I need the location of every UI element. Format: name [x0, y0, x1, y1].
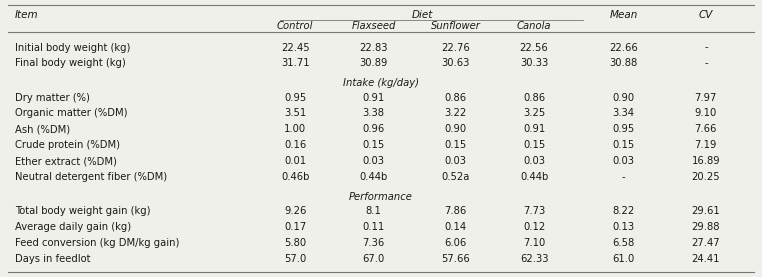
Text: Initial body weight (kg): Initial body weight (kg)	[15, 43, 130, 53]
Text: Control: Control	[277, 21, 313, 31]
Text: 7.66: 7.66	[695, 124, 717, 134]
Text: 22.83: 22.83	[359, 43, 388, 53]
Text: 22.56: 22.56	[520, 43, 549, 53]
Text: 0.03: 0.03	[445, 156, 466, 166]
Text: 30.33: 30.33	[520, 58, 548, 68]
Text: Sunflower: Sunflower	[431, 21, 481, 31]
Text: 8.1: 8.1	[366, 206, 382, 216]
Text: 0.91: 0.91	[523, 124, 545, 134]
Text: Organic matter (%DM): Organic matter (%DM)	[15, 108, 127, 119]
Text: 0.03: 0.03	[363, 156, 385, 166]
Text: 0.44b: 0.44b	[360, 172, 388, 182]
Text: 5.80: 5.80	[284, 238, 306, 248]
Text: 30.88: 30.88	[610, 58, 638, 68]
Text: 0.03: 0.03	[613, 156, 635, 166]
Text: Ether extract (%DM): Ether extract (%DM)	[15, 156, 117, 166]
Text: -: -	[622, 172, 626, 182]
Text: Ash (%DM): Ash (%DM)	[15, 124, 70, 134]
Text: 22.45: 22.45	[281, 43, 309, 53]
Text: 3.51: 3.51	[284, 108, 306, 119]
Text: 0.14: 0.14	[444, 222, 467, 232]
Text: Total body weight gain (kg): Total body weight gain (kg)	[15, 206, 151, 216]
Text: 0.15: 0.15	[444, 140, 467, 150]
Text: 9.10: 9.10	[695, 108, 717, 119]
Text: Average daily gain (kg): Average daily gain (kg)	[15, 222, 131, 232]
Text: 7.86: 7.86	[444, 206, 467, 216]
Text: 0.12: 0.12	[523, 222, 545, 232]
Text: 16.89: 16.89	[692, 156, 720, 166]
Text: -: -	[704, 43, 708, 53]
Text: 8.22: 8.22	[613, 206, 635, 216]
Text: 29.61: 29.61	[691, 206, 720, 216]
Text: 31.71: 31.71	[281, 58, 309, 68]
Text: 1.00: 1.00	[284, 124, 306, 134]
Text: 0.96: 0.96	[363, 124, 385, 134]
Text: 0.86: 0.86	[523, 93, 545, 102]
Text: 0.44b: 0.44b	[520, 172, 548, 182]
Text: 57.66: 57.66	[441, 254, 470, 264]
Text: 7.73: 7.73	[523, 206, 545, 216]
Text: Intake (kg/day): Intake (kg/day)	[343, 78, 419, 88]
Text: 67.0: 67.0	[363, 254, 385, 264]
Text: 6.06: 6.06	[444, 238, 467, 248]
Text: 0.46b: 0.46b	[281, 172, 309, 182]
Text: 3.34: 3.34	[613, 108, 635, 119]
Text: 0.90: 0.90	[444, 124, 467, 134]
Text: 0.13: 0.13	[613, 222, 635, 232]
Text: 0.16: 0.16	[284, 140, 306, 150]
Text: 0.03: 0.03	[523, 156, 545, 166]
Text: 29.88: 29.88	[692, 222, 720, 232]
Text: 0.91: 0.91	[363, 93, 385, 102]
Text: 61.0: 61.0	[613, 254, 635, 264]
Text: 0.15: 0.15	[523, 140, 545, 150]
Text: CV: CV	[699, 10, 713, 20]
Text: 3.38: 3.38	[363, 108, 385, 119]
Text: 30.63: 30.63	[441, 58, 470, 68]
Text: 3.22: 3.22	[444, 108, 467, 119]
Text: Mean: Mean	[610, 10, 638, 20]
Text: Diet: Diet	[411, 10, 433, 20]
Text: 0.17: 0.17	[284, 222, 306, 232]
Text: 7.10: 7.10	[523, 238, 545, 248]
Text: 9.26: 9.26	[284, 206, 306, 216]
Text: 30.89: 30.89	[360, 58, 388, 68]
Text: 0.86: 0.86	[444, 93, 467, 102]
Text: Feed conversion (kg DM/kg gain): Feed conversion (kg DM/kg gain)	[15, 238, 180, 248]
Text: 0.95: 0.95	[613, 124, 635, 134]
Text: 3.25: 3.25	[523, 108, 545, 119]
Text: 0.52a: 0.52a	[441, 172, 470, 182]
Text: Flaxseed: Flaxseed	[351, 21, 395, 31]
Text: 22.76: 22.76	[441, 43, 470, 53]
Text: 57.0: 57.0	[284, 254, 306, 264]
Text: 27.47: 27.47	[692, 238, 720, 248]
Text: 6.58: 6.58	[613, 238, 635, 248]
Text: 62.33: 62.33	[520, 254, 549, 264]
Text: Canola: Canola	[517, 21, 552, 31]
Text: Dry matter (%): Dry matter (%)	[15, 93, 90, 102]
Text: 0.15: 0.15	[613, 140, 635, 150]
Text: 0.11: 0.11	[363, 222, 385, 232]
Text: 0.15: 0.15	[363, 140, 385, 150]
Text: 0.90: 0.90	[613, 93, 635, 102]
Text: Performance: Performance	[349, 192, 413, 202]
Text: 0.95: 0.95	[284, 93, 306, 102]
Text: 0.01: 0.01	[284, 156, 306, 166]
Text: 22.66: 22.66	[610, 43, 638, 53]
Text: Item: Item	[15, 10, 39, 20]
Text: Final body weight (kg): Final body weight (kg)	[15, 58, 126, 68]
Text: Days in feedlot: Days in feedlot	[15, 254, 91, 264]
Text: 7.36: 7.36	[363, 238, 385, 248]
Text: 20.25: 20.25	[692, 172, 720, 182]
Text: Neutral detergent fiber (%DM): Neutral detergent fiber (%DM)	[15, 172, 167, 182]
Text: 24.41: 24.41	[692, 254, 720, 264]
Text: -: -	[704, 58, 708, 68]
Text: Crude protein (%DM): Crude protein (%DM)	[15, 140, 120, 150]
Text: 7.97: 7.97	[695, 93, 717, 102]
Text: 7.19: 7.19	[695, 140, 717, 150]
